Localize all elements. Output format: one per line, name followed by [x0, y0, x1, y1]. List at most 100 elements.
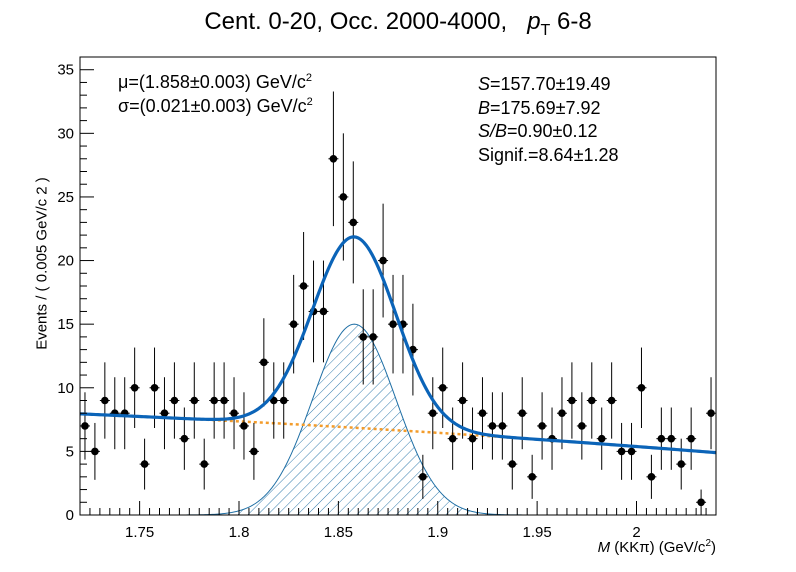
data-marker [369, 333, 377, 341]
sb-symbol: S/B [478, 121, 508, 141]
data-marker [488, 422, 497, 430]
data-marker [498, 422, 507, 430]
data-point [706, 377, 716, 450]
b-value: =175.69±7.92 [490, 98, 601, 118]
data-marker [667, 434, 676, 443]
data-point [477, 377, 488, 450]
data-marker [160, 409, 169, 418]
data-marker [528, 473, 536, 481]
x-tick-label: 1.8 [229, 524, 250, 541]
data-point [258, 318, 269, 407]
title-pt-sub: T [540, 21, 551, 39]
data-point [557, 377, 567, 450]
data-point [666, 407, 677, 470]
data-marker [458, 396, 467, 405]
data-marker [568, 396, 576, 405]
data-point [239, 392, 249, 460]
significance-annotation: Signif.=8.64±1.28 [478, 145, 619, 165]
data-marker [627, 447, 636, 456]
y-tick-label: 5 [66, 443, 74, 460]
mu-text: μ=(1.858±0.003) GeV/c [118, 72, 306, 92]
data-marker [538, 422, 546, 430]
data-marker [299, 282, 308, 290]
data-point [388, 274, 398, 374]
data-marker [448, 434, 457, 443]
x-axis-label: M (KKπ) (GeV/c2) [598, 538, 716, 556]
data-point [268, 362, 279, 439]
data-marker [101, 396, 109, 405]
sigma-sup: 2 [306, 96, 313, 108]
data-marker [607, 396, 616, 405]
x-tick-label: 1.95 [523, 524, 552, 541]
data-point [616, 422, 627, 480]
data-point [169, 362, 180, 439]
data-point [378, 203, 389, 318]
data-point [159, 377, 170, 450]
y-tick-label: 35 [57, 62, 74, 79]
data-marker [677, 460, 686, 468]
data-marker [359, 333, 368, 341]
y-tick-label: 0 [66, 507, 74, 524]
s-over-b-annotation: S/B=0.90±0.12 [478, 121, 597, 142]
data-marker [647, 473, 656, 481]
data-marker [637, 383, 646, 392]
data-marker [518, 409, 527, 418]
data-point [129, 347, 140, 429]
data-point [298, 232, 309, 340]
data-marker [419, 473, 427, 481]
data-point [636, 347, 647, 429]
x-tick-label: 1.85 [324, 524, 353, 541]
y-tick-label: 20 [57, 253, 74, 270]
data-marker [289, 320, 298, 328]
data-point [646, 454, 657, 499]
title-pt-symbol: p [527, 8, 541, 35]
data-marker [240, 422, 248, 430]
data-point [507, 438, 518, 490]
mu-annotation: μ=(1.858±0.003) GeV/c2 [118, 72, 312, 93]
data-marker [349, 218, 358, 227]
data-marker [558, 409, 566, 418]
data-point [527, 454, 538, 499]
chart-title: Cent. 0-20, Occ. 2000-4000, pT 6-8 [0, 8, 796, 40]
data-marker [478, 409, 487, 418]
sigma-text: σ=(0.021±0.003) GeV/c [118, 96, 307, 116]
data-marker [140, 460, 149, 468]
sb-value: =0.90±0.12 [507, 121, 598, 141]
data-point [656, 407, 667, 470]
data-marker [468, 434, 477, 443]
y-tick-label: 15 [57, 316, 74, 333]
data-point [328, 91, 339, 227]
data-point [427, 377, 438, 450]
data-point [596, 407, 607, 470]
data-marker [190, 396, 199, 405]
data-point [229, 377, 239, 450]
data-marker [130, 383, 139, 392]
data-marker [587, 396, 596, 405]
x-axis-var: M [597, 539, 611, 556]
data-point [696, 489, 707, 515]
data-point [139, 438, 150, 490]
data-point [109, 377, 120, 450]
data-point [338, 133, 349, 261]
data-point [487, 392, 498, 460]
data-marker [260, 358, 268, 367]
data-point [686, 407, 697, 470]
data-marker [428, 409, 437, 418]
data-marker [329, 154, 338, 163]
data-marker [578, 422, 586, 430]
data-marker [339, 193, 348, 201]
data-point [119, 377, 130, 450]
signal-yield-annotation: S=157.70±19.49 [478, 74, 611, 95]
data-point [368, 289, 379, 385]
data-marker [697, 498, 705, 507]
data-marker [200, 460, 209, 468]
x-tick-label: 2 [632, 524, 640, 541]
data-point [576, 392, 587, 460]
title-pt-range: 6-8 [557, 8, 592, 35]
data-marker [150, 383, 159, 392]
s-value: =157.70±19.49 [490, 74, 611, 94]
data-marker [379, 256, 387, 265]
y-tick-label: 10 [57, 380, 74, 397]
data-marker [508, 460, 517, 468]
